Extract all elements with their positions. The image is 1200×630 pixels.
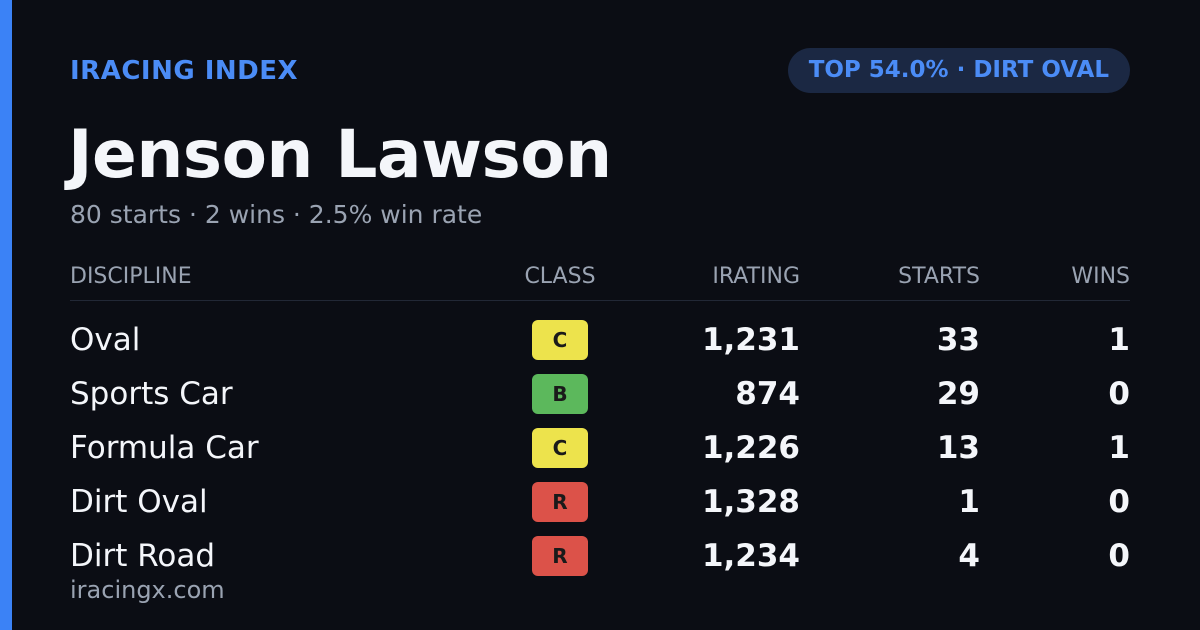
stat: 0	[1108, 484, 1130, 520]
stat: 1,328	[701, 484, 800, 520]
discipline: Oval	[70, 322, 141, 358]
footer-site: iracingx.com	[70, 576, 225, 604]
stat: 1,231	[701, 322, 800, 358]
class-badge: B	[532, 374, 588, 414]
column-header: CLASS	[524, 264, 596, 289]
column-header: IRATING	[712, 264, 800, 289]
stat: 33	[936, 322, 980, 358]
stat: 0	[1108, 376, 1130, 412]
stat: 1	[1108, 322, 1130, 358]
stat: 874	[735, 376, 800, 412]
discipline: Sports Car	[70, 376, 233, 412]
column-header: STARTS	[898, 264, 980, 289]
discipline: Dirt Road	[70, 538, 216, 574]
column-header: WINS	[1071, 264, 1130, 289]
class-badge: R	[532, 536, 588, 576]
class-badge: C	[532, 428, 588, 468]
column-header: DISCIPLINE	[70, 264, 192, 289]
discipline: Dirt Oval	[70, 484, 208, 520]
discipline: Formula Car	[70, 430, 259, 466]
stat: 4	[958, 538, 980, 574]
brand: IRACING INDEX	[70, 56, 299, 86]
stat: 1,226	[701, 430, 800, 466]
stat: 29	[936, 376, 980, 412]
driver-name: Jenson Lawson	[68, 116, 612, 193]
rank-badge: TOP 54.0% · DIRT OVAL	[787, 48, 1130, 93]
accent-bar	[0, 0, 12, 630]
stat: 0	[1108, 538, 1130, 574]
class-badge: C	[532, 320, 588, 360]
stat: 13	[936, 430, 980, 466]
stat: 1	[1108, 430, 1130, 466]
stat: 1,234	[701, 538, 800, 574]
stat: 1	[958, 484, 980, 520]
divider	[70, 300, 1130, 301]
driver-summary: 80 starts · 2 wins · 2.5% win rate	[70, 200, 483, 229]
class-badge: R	[532, 482, 588, 522]
